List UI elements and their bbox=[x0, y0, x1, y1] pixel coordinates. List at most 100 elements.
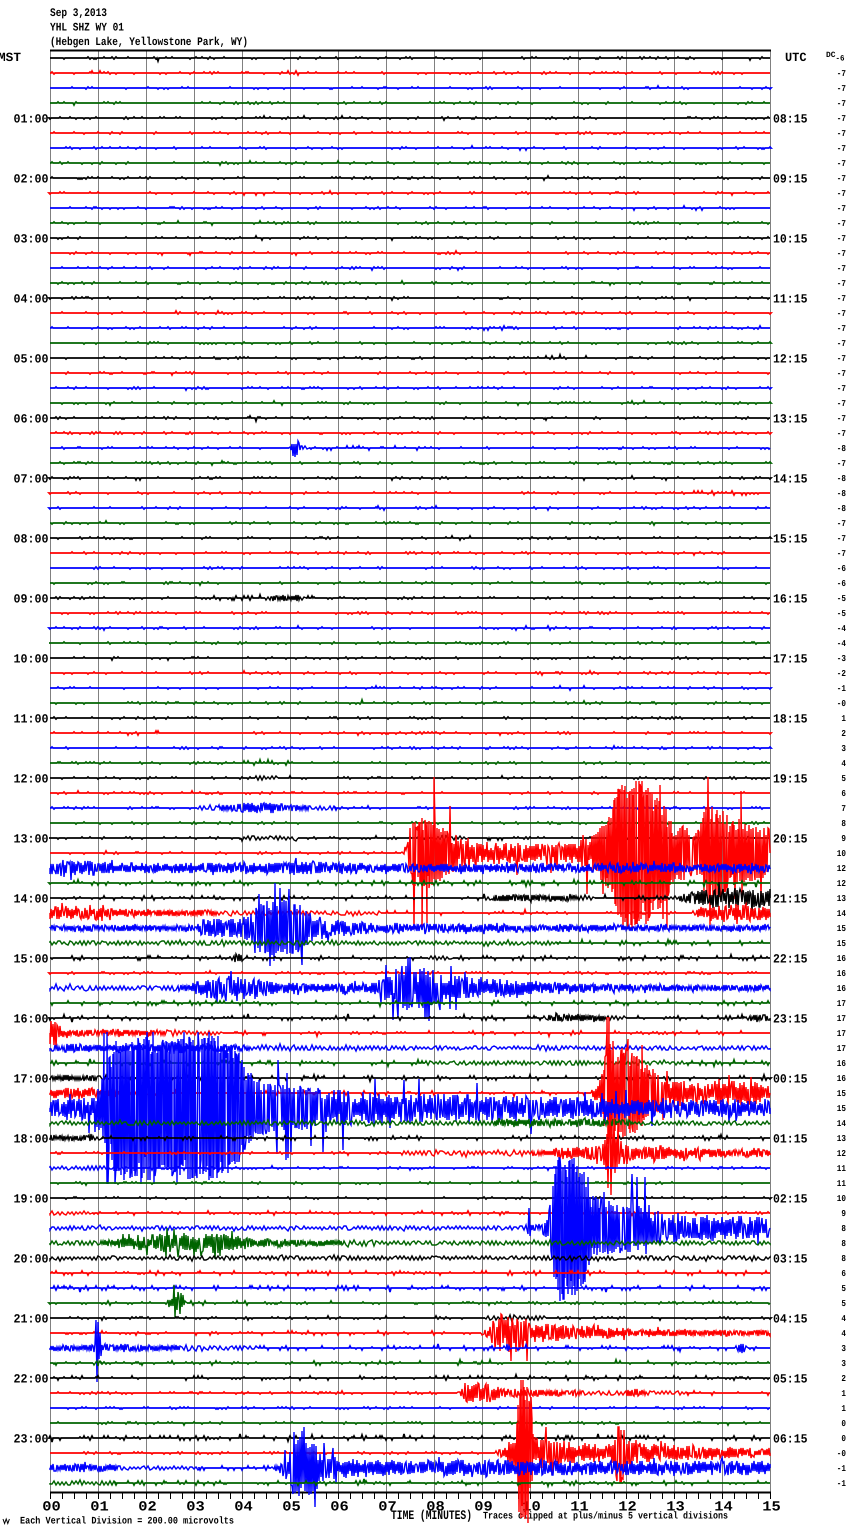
svg-text:17: 17 bbox=[837, 999, 846, 1009]
svg-text:16:00: 16:00 bbox=[14, 1013, 49, 1027]
svg-text:-5: -5 bbox=[837, 594, 846, 604]
svg-text:12:00: 12:00 bbox=[14, 773, 49, 787]
svg-text:12: 12 bbox=[618, 1500, 637, 1516]
svg-text:Each Vertical Division = 200.: Each Vertical Division = 200.00 microvol… bbox=[20, 1516, 234, 1528]
svg-text:-6: -6 bbox=[836, 55, 845, 64]
svg-text:-7: -7 bbox=[837, 69, 846, 79]
svg-text:16: 16 bbox=[837, 1074, 846, 1084]
svg-text:17: 17 bbox=[837, 1029, 846, 1039]
svg-text:03:15: 03:15 bbox=[773, 1253, 808, 1267]
svg-text:-7: -7 bbox=[837, 549, 846, 559]
svg-text:09:00: 09:00 bbox=[14, 593, 49, 607]
svg-text:9: 9 bbox=[841, 834, 846, 844]
svg-text:-0: -0 bbox=[837, 699, 846, 709]
svg-text:-8: -8 bbox=[837, 474, 846, 484]
svg-text:10: 10 bbox=[837, 849, 846, 859]
svg-text:05:15: 05:15 bbox=[773, 1373, 808, 1387]
svg-text:16: 16 bbox=[837, 984, 846, 994]
svg-text:09: 09 bbox=[474, 1500, 493, 1516]
svg-text:2: 2 bbox=[841, 1374, 846, 1384]
svg-text:DC: DC bbox=[826, 51, 836, 60]
svg-text:18:00: 18:00 bbox=[14, 1133, 49, 1147]
svg-text:15: 15 bbox=[837, 1089, 846, 1099]
svg-text:11:15: 11:15 bbox=[773, 293, 808, 307]
svg-text:09:15: 09:15 bbox=[773, 173, 808, 187]
svg-text:-2: -2 bbox=[837, 669, 846, 679]
svg-text:10: 10 bbox=[837, 1194, 846, 1204]
svg-text:9: 9 bbox=[841, 1209, 846, 1219]
svg-text:15: 15 bbox=[762, 1500, 781, 1516]
svg-text:11: 11 bbox=[837, 1164, 847, 1174]
svg-text:16:15: 16:15 bbox=[773, 593, 808, 607]
svg-text:-7: -7 bbox=[837, 279, 846, 289]
svg-text:YHL SHZ WY 01: YHL SHZ WY 01 bbox=[50, 22, 124, 35]
svg-text:16: 16 bbox=[837, 954, 846, 964]
svg-text:UTC: UTC bbox=[785, 51, 807, 65]
svg-text:-7: -7 bbox=[837, 219, 846, 229]
svg-text:-7: -7 bbox=[837, 294, 846, 304]
svg-text:17: 17 bbox=[837, 1014, 846, 1024]
svg-text:02:00: 02:00 bbox=[14, 173, 49, 187]
svg-text:04: 04 bbox=[234, 1500, 253, 1516]
svg-text:11: 11 bbox=[570, 1500, 589, 1516]
svg-text:17:15: 17:15 bbox=[773, 653, 808, 667]
svg-text:23:00: 23:00 bbox=[14, 1433, 49, 1447]
svg-text:-4: -4 bbox=[837, 639, 847, 649]
svg-text:14: 14 bbox=[837, 1119, 847, 1129]
svg-text:-1: -1 bbox=[837, 684, 847, 694]
svg-text:21:00: 21:00 bbox=[14, 1313, 49, 1327]
svg-text:13:00: 13:00 bbox=[14, 833, 49, 847]
svg-text:8: 8 bbox=[841, 1224, 846, 1234]
svg-text:-7: -7 bbox=[837, 189, 846, 199]
svg-text:-7: -7 bbox=[837, 339, 846, 349]
svg-text:5: 5 bbox=[841, 774, 846, 784]
svg-text:1: 1 bbox=[841, 1389, 846, 1399]
svg-text:8: 8 bbox=[841, 1254, 846, 1264]
svg-text:03:00: 03:00 bbox=[14, 233, 49, 247]
svg-text:07: 07 bbox=[378, 1500, 397, 1516]
svg-text:16: 16 bbox=[837, 969, 846, 979]
svg-text:14:15: 14:15 bbox=[773, 473, 808, 487]
svg-text:04:00: 04:00 bbox=[14, 293, 49, 307]
svg-text:19:00: 19:00 bbox=[14, 1193, 49, 1207]
svg-text:-7: -7 bbox=[837, 159, 846, 169]
svg-text:(Hebgen Lake, Yellowstone Park: (Hebgen Lake, Yellowstone Park, WY) bbox=[50, 36, 248, 49]
svg-text:05:00: 05:00 bbox=[14, 353, 49, 367]
svg-text:17: 17 bbox=[837, 1044, 846, 1054]
svg-text:12: 12 bbox=[837, 864, 846, 874]
svg-text:-7: -7 bbox=[837, 114, 846, 124]
svg-text:22:15: 22:15 bbox=[773, 953, 808, 967]
svg-text:-7: -7 bbox=[837, 459, 846, 469]
svg-text:-7: -7 bbox=[837, 204, 846, 214]
svg-text:-7: -7 bbox=[837, 384, 846, 394]
svg-text:-8: -8 bbox=[837, 489, 846, 499]
svg-text:-7: -7 bbox=[837, 519, 846, 529]
svg-text:-7: -7 bbox=[837, 249, 846, 259]
svg-text:5: 5 bbox=[841, 1299, 846, 1309]
svg-text:-7: -7 bbox=[837, 234, 846, 244]
svg-text:-6: -6 bbox=[837, 579, 846, 589]
svg-text:4: 4 bbox=[841, 1329, 846, 1339]
svg-text:-7: -7 bbox=[837, 174, 846, 184]
svg-text:MST: MST bbox=[0, 51, 21, 65]
svg-text:14: 14 bbox=[714, 1500, 733, 1516]
svg-text:-8: -8 bbox=[837, 444, 846, 454]
svg-text:10: 10 bbox=[522, 1500, 541, 1516]
svg-text:Traces clipped at plus/minus 5: Traces clipped at plus/minus 5 vertical … bbox=[483, 1511, 728, 1523]
svg-text:15: 15 bbox=[837, 924, 846, 934]
svg-text:-7: -7 bbox=[837, 264, 846, 274]
svg-text:10:15: 10:15 bbox=[773, 233, 808, 247]
svg-text:12:15: 12:15 bbox=[773, 353, 808, 367]
svg-text:02:15: 02:15 bbox=[773, 1193, 808, 1207]
svg-text:0: 0 bbox=[841, 1434, 846, 1444]
svg-text:4: 4 bbox=[841, 759, 846, 769]
svg-text:15: 15 bbox=[837, 1104, 846, 1114]
svg-text:-7: -7 bbox=[837, 399, 846, 409]
svg-text:06:15: 06:15 bbox=[773, 1433, 808, 1447]
svg-text:13:15: 13:15 bbox=[773, 413, 808, 427]
svg-text:-6: -6 bbox=[837, 564, 846, 574]
svg-text:08:00: 08:00 bbox=[14, 533, 49, 547]
svg-text:-8: -8 bbox=[837, 504, 846, 514]
svg-text:-3: -3 bbox=[837, 654, 846, 664]
svg-text:06:00: 06:00 bbox=[14, 413, 49, 427]
